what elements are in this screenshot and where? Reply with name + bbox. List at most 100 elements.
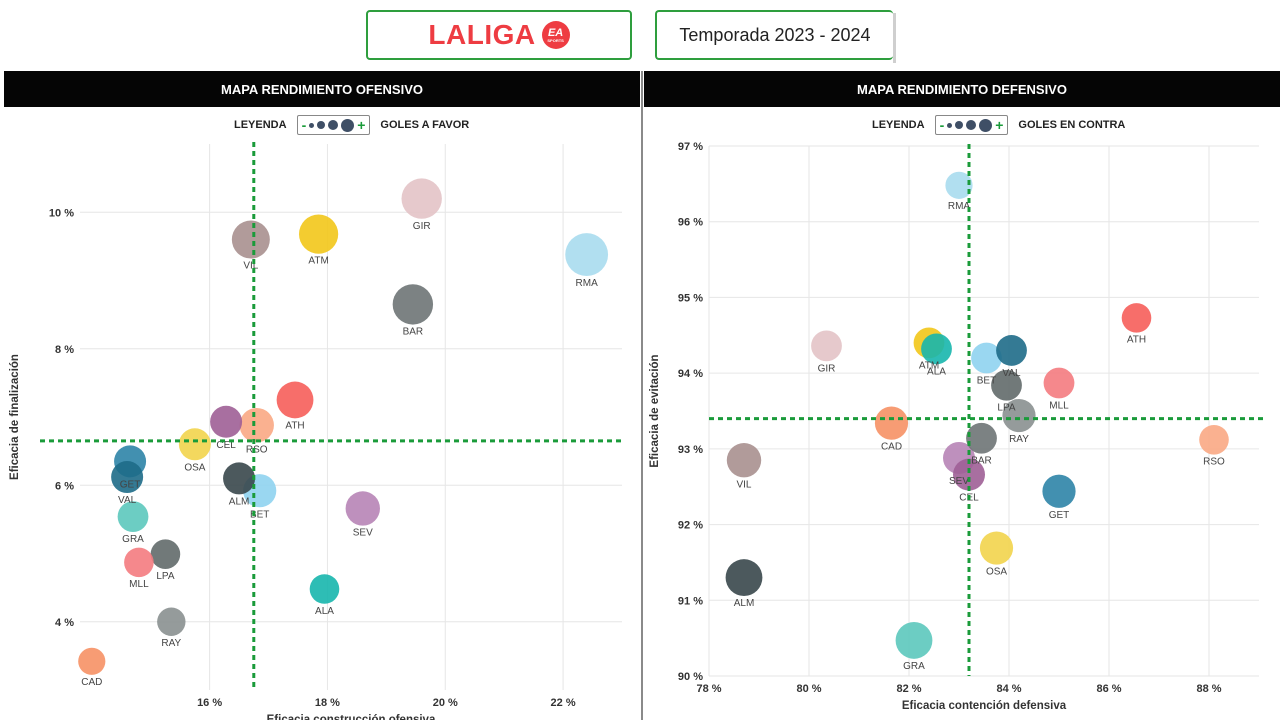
small-bubble-icon [309, 122, 315, 128]
x-tick-label: 20 % [433, 697, 458, 709]
bubble-rma [945, 171, 973, 199]
bubble-label-cel: CEL [216, 440, 236, 451]
bubble-ala [309, 574, 340, 604]
y-axis-title: Eficacia de evitación [649, 354, 661, 467]
bubble-label-vil: VIL [736, 479, 751, 490]
x-tick-label: 18 % [315, 697, 340, 709]
medium-bubble-icon [955, 121, 964, 129]
bubble-ala [921, 333, 952, 365]
x-axis-title: Eficacia contención defensiva [902, 700, 1067, 712]
bubble-label-lpa: LPA [156, 571, 174, 582]
bubble-label-get: GET [1049, 510, 1070, 521]
bubble-ath [1121, 303, 1152, 333]
x-tick-label: 86 % [1096, 683, 1121, 695]
x-tick-label: 78 % [696, 683, 721, 695]
bubble-atm [298, 214, 339, 254]
bubble-label-rma: RMA [948, 201, 971, 212]
bubble-label-bet: BET [977, 375, 996, 386]
ea-badge-text: EA [547, 26, 564, 39]
y-tick-label: 92 % [678, 520, 703, 532]
bubble-label-sev: SEV [949, 476, 969, 487]
sports-badge-text: SPORTS [547, 37, 564, 43]
bubble-label-gir: GIR [818, 363, 836, 374]
bubble-lpa [150, 539, 181, 569]
y-tick-label: 90 % [678, 671, 703, 683]
season-label: Temporada 2023 - 2024 [679, 24, 871, 45]
bubble-rma [565, 233, 609, 276]
bubble-label-alm: ALM [734, 598, 755, 609]
bubble-label-cad: CAD [81, 677, 102, 688]
bubble-label-ath: ATH [1127, 335, 1146, 346]
panel-divider [641, 71, 643, 720]
bubble-label-ala: ALA [927, 366, 946, 377]
bubble-label-osa: OSA [986, 567, 1007, 578]
x-tick-label: 88 % [1196, 683, 1221, 695]
defensive-scatter-chart: 78 % 80 % 82 % 84 % 86 % 88 % 90 % 91 % 92 % 93 %… [649, 141, 1265, 712]
offensive-legend: LEYENDA - + GOLES A FAVOR [228, 114, 475, 136]
bubble-val [111, 461, 144, 494]
bubble-cad [78, 647, 106, 675]
bubble-label-bar: BAR [971, 456, 992, 467]
ea-sports-badge-icon: EA SPORTS [541, 21, 570, 49]
bubble-alm [223, 462, 256, 495]
y-tick-label: 91 % [678, 595, 703, 607]
bubble-lpa [991, 369, 1022, 401]
bubble-label-mll: MLL [129, 579, 149, 590]
bubble-label-val: VAL [118, 495, 137, 506]
bubble-label-gir: GIR [413, 221, 431, 232]
legend-label: LEYENDA [234, 119, 287, 131]
bubble-label-ath: ATH [285, 420, 304, 431]
small-bubble-icon [947, 122, 953, 128]
legend-size-key: - + [296, 115, 371, 135]
y-tick-label: 10 % [49, 207, 74, 219]
x-tick-label: 16 % [197, 697, 222, 709]
bubble-ath [276, 381, 314, 419]
bubble-cad [874, 406, 909, 440]
x-tick-label: 82 % [896, 683, 921, 695]
minus-icon: - [939, 117, 945, 133]
logo-wordmark: LALIGA [428, 19, 536, 50]
bubble-bar [966, 422, 997, 454]
bubble-label-vil: VIL [243, 261, 258, 272]
bubble-gir [401, 178, 442, 219]
bubble-label-gra: GRA [903, 661, 925, 672]
bubble-label-rma: RMA [576, 278, 599, 289]
minus-icon: - [301, 117, 307, 133]
y-tick-label: 96 % [678, 217, 703, 229]
bubble-ray [1002, 398, 1036, 433]
y-tick-label: 93 % [678, 444, 703, 456]
bubble-vil [231, 220, 270, 259]
bubble-label-ray: RAY [161, 638, 181, 649]
y-axis-title: Eficacia de finalización [9, 354, 21, 480]
offensive-scatter-chart: 16 % 18 % 20 % 22 % 4 % 6 % 8 % 10 % Eficacia co… [9, 142, 622, 720]
bubble-ray [157, 607, 186, 636]
season-badge-edge [893, 13, 896, 63]
bubble-label-mll: MLL [1049, 400, 1069, 411]
large-bubble-icon [328, 120, 339, 130]
bubble-sev [345, 491, 380, 526]
bubble-cel [953, 458, 985, 491]
season-badge: Temporada 2023 - 2024 [655, 10, 893, 60]
bubble-label-val: VAL [1002, 368, 1021, 379]
xlarge-bubble-icon [979, 118, 993, 132]
bubble-get [1042, 474, 1076, 508]
bubble-label-gra: GRA [122, 534, 144, 545]
bubble-label-sev: SEV [353, 528, 373, 539]
y-tick-label: 6 % [55, 480, 74, 492]
bubble-label-osa: OSA [184, 462, 205, 473]
bubble-mll [1043, 367, 1075, 399]
bubble-label-bar: BAR [403, 327, 424, 338]
y-tick-label: 94 % [678, 368, 703, 380]
bubble-alm [725, 559, 763, 596]
bubble-osa [979, 531, 1014, 565]
bubble-vil [726, 443, 762, 478]
defensive-legend: LEYENDA - + GOLES EN CONTRA [866, 114, 1131, 136]
plus-icon: + [995, 117, 1004, 133]
bubble-label-get: GET [120, 479, 141, 490]
bubble-bet [971, 342, 1002, 374]
bubble-bar [392, 284, 434, 325]
bubble-label-atm: ATM [308, 256, 328, 267]
bubble-label-cad: CAD [881, 442, 902, 453]
defensive-panel-title: MAPA RENDIMIENTO DEFENSIVO [644, 71, 1280, 107]
legend-text: GOLES EN CONTRA [1018, 119, 1126, 131]
